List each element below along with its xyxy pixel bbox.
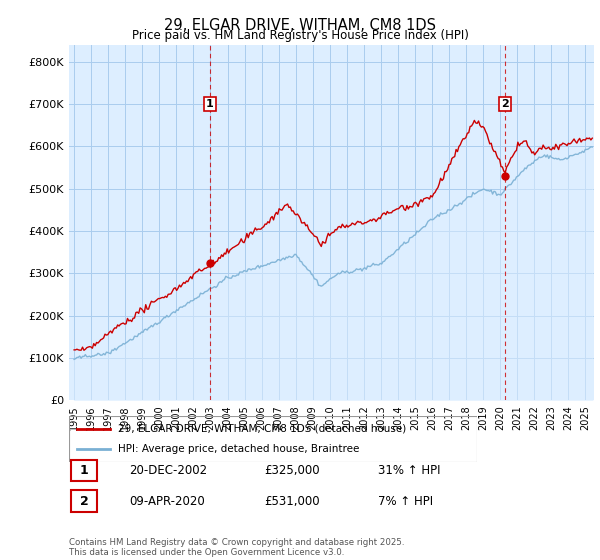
- Bar: [71, 491, 97, 512]
- Text: Price paid vs. HM Land Registry's House Price Index (HPI): Price paid vs. HM Land Registry's House …: [131, 29, 469, 42]
- Text: 2: 2: [501, 99, 509, 109]
- Text: HPI: Average price, detached house, Braintree: HPI: Average price, detached house, Brai…: [118, 444, 359, 454]
- Text: 29, ELGAR DRIVE, WITHAM, CM8 1DS (detached house): 29, ELGAR DRIVE, WITHAM, CM8 1DS (detach…: [118, 424, 406, 434]
- Text: 1: 1: [80, 464, 88, 477]
- Text: 1: 1: [206, 99, 214, 109]
- Text: 20-DEC-2002: 20-DEC-2002: [129, 464, 207, 477]
- Text: Contains HM Land Registry data © Crown copyright and database right 2025.
This d: Contains HM Land Registry data © Crown c…: [69, 538, 404, 557]
- Text: 2: 2: [80, 494, 88, 508]
- Text: 7% ↑ HPI: 7% ↑ HPI: [378, 494, 433, 508]
- Bar: [71, 460, 97, 481]
- Text: 09-APR-2020: 09-APR-2020: [129, 494, 205, 508]
- Text: £325,000: £325,000: [264, 464, 320, 477]
- Text: 31% ↑ HPI: 31% ↑ HPI: [378, 464, 440, 477]
- Text: 29, ELGAR DRIVE, WITHAM, CM8 1DS: 29, ELGAR DRIVE, WITHAM, CM8 1DS: [164, 18, 436, 33]
- Text: £531,000: £531,000: [264, 494, 320, 508]
